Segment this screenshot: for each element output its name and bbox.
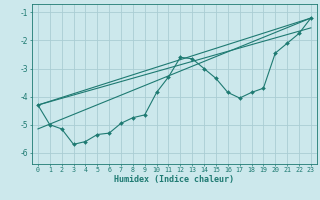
X-axis label: Humidex (Indice chaleur): Humidex (Indice chaleur) (115, 175, 234, 184)
